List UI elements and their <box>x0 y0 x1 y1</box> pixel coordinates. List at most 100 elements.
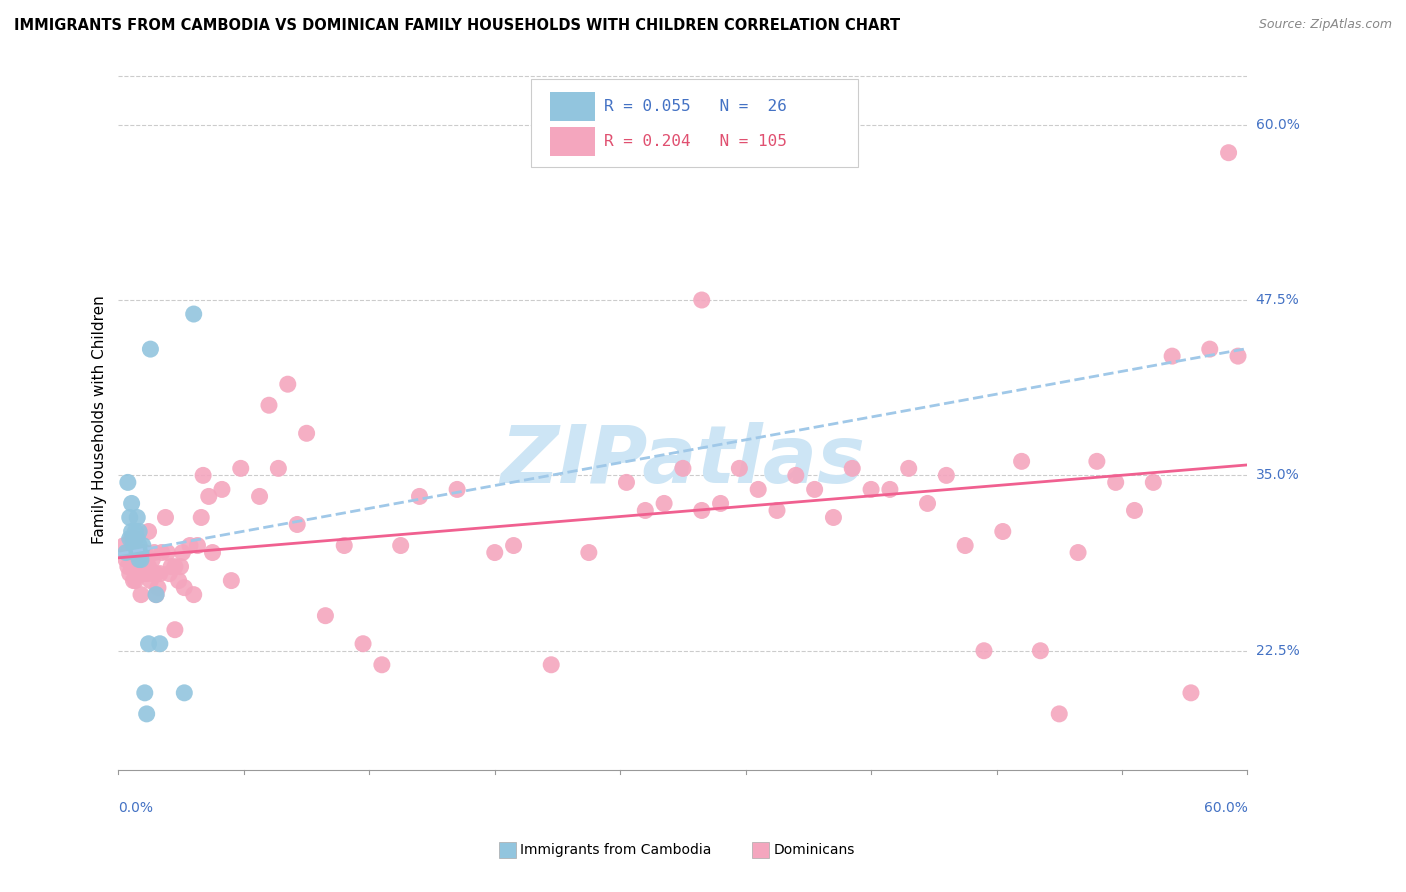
Point <box>163 623 186 637</box>
Point <box>1218 145 1240 160</box>
Point <box>747 483 769 497</box>
Point <box>121 524 143 539</box>
Text: IMMIGRANTS FROM CAMBODIA VS DOMINICAN FAMILY HOUSEHOLDS WITH CHILDREN CORRELATIO: IMMIGRANTS FROM CAMBODIA VS DOMINICAN FA… <box>14 18 900 33</box>
Point <box>183 307 205 321</box>
Point <box>285 517 308 532</box>
Point <box>1085 454 1108 468</box>
Point <box>145 566 167 581</box>
Point <box>897 461 920 475</box>
Point <box>132 566 155 581</box>
Text: 35.0%: 35.0% <box>1256 468 1299 483</box>
Point <box>127 552 149 566</box>
Point <box>150 545 173 559</box>
Point <box>803 483 825 497</box>
Point <box>172 545 194 559</box>
Text: Source: ZipAtlas.com: Source: ZipAtlas.com <box>1258 18 1392 31</box>
Point <box>879 483 901 497</box>
Point <box>257 398 280 412</box>
Point <box>127 532 149 546</box>
Point <box>179 539 201 553</box>
Point <box>167 574 190 588</box>
Point <box>249 490 271 504</box>
Point <box>121 496 143 510</box>
Text: Dominicans: Dominicans <box>773 843 855 857</box>
Point <box>129 545 152 559</box>
Point <box>1161 349 1184 363</box>
Point <box>785 468 807 483</box>
Point <box>118 510 141 524</box>
Point <box>389 539 412 553</box>
Point <box>145 588 167 602</box>
Point <box>540 657 562 672</box>
Point <box>146 581 169 595</box>
Point <box>117 475 139 490</box>
Point <box>124 574 146 588</box>
Point <box>163 559 186 574</box>
Point <box>690 503 713 517</box>
Point <box>1123 503 1146 517</box>
Point <box>197 490 219 504</box>
Point <box>118 566 141 581</box>
FancyBboxPatch shape <box>550 127 595 156</box>
Point <box>149 637 172 651</box>
Point <box>690 293 713 307</box>
Point <box>186 539 208 553</box>
Point <box>183 588 205 602</box>
Point <box>860 483 883 497</box>
Point <box>128 524 150 539</box>
Point <box>1067 545 1090 559</box>
Point <box>121 559 143 574</box>
Point <box>135 552 157 566</box>
Text: R = 0.204   N = 105: R = 0.204 N = 105 <box>605 134 787 149</box>
Text: R = 0.055   N =  26: R = 0.055 N = 26 <box>605 99 787 114</box>
Point <box>953 539 976 553</box>
Point <box>1198 342 1220 356</box>
Point <box>122 532 145 546</box>
FancyBboxPatch shape <box>550 92 595 121</box>
Point <box>991 524 1014 539</box>
Point <box>973 644 995 658</box>
Point <box>122 545 145 559</box>
Point <box>132 539 155 553</box>
Point <box>190 510 212 524</box>
Point <box>128 539 150 553</box>
Point <box>709 496 731 510</box>
Point <box>128 552 150 566</box>
Text: 60.0%: 60.0% <box>1256 118 1299 132</box>
Point <box>841 461 863 475</box>
Point <box>578 545 600 559</box>
Y-axis label: Family Households with Children: Family Households with Children <box>93 295 107 543</box>
Point <box>160 559 183 574</box>
Text: 47.5%: 47.5% <box>1256 293 1299 307</box>
Point <box>295 426 318 441</box>
Point <box>127 510 149 524</box>
Point <box>1142 475 1164 490</box>
Point <box>129 552 152 566</box>
Point <box>728 461 751 475</box>
Point <box>138 524 160 539</box>
Point <box>124 532 146 546</box>
Point <box>117 559 139 574</box>
Point <box>484 545 506 559</box>
Point <box>143 545 166 559</box>
Point <box>446 483 468 497</box>
Point <box>141 566 163 581</box>
Point <box>634 503 657 517</box>
Point <box>138 637 160 651</box>
Point <box>823 510 845 524</box>
Point <box>371 657 394 672</box>
Point <box>112 539 135 553</box>
Point <box>139 342 162 356</box>
Point <box>149 566 172 581</box>
Point <box>672 461 695 475</box>
Point <box>1011 454 1033 468</box>
Point <box>155 510 177 524</box>
Point <box>122 574 145 588</box>
Point <box>124 545 146 559</box>
Text: 60.0%: 60.0% <box>1204 800 1247 814</box>
Point <box>117 545 139 559</box>
Point <box>935 468 957 483</box>
Point <box>122 539 145 553</box>
Point <box>1227 349 1250 363</box>
Point <box>502 539 524 553</box>
